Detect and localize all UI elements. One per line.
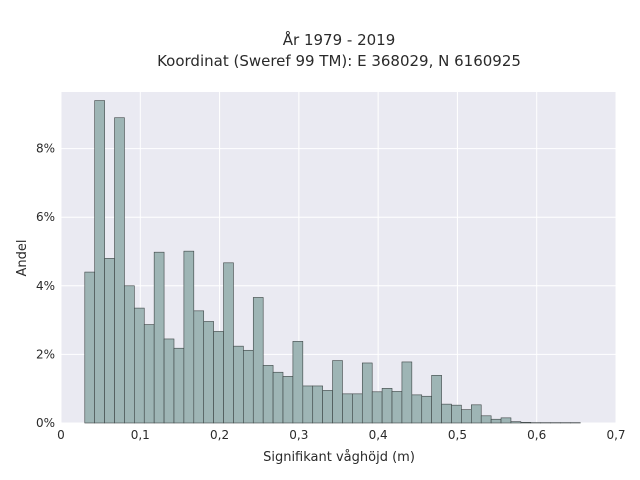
histogram-bar	[134, 307, 145, 424]
histogram-bar	[124, 285, 135, 424]
histogram-bar	[391, 391, 403, 424]
histogram-bar	[371, 391, 383, 424]
y-tick-label: 2%	[36, 347, 55, 361]
histogram-bar	[94, 100, 105, 424]
histogram-bar	[84, 271, 95, 424]
histogram-bar	[272, 371, 284, 424]
histogram-bar	[114, 117, 125, 424]
histogram-bar	[480, 415, 492, 424]
histogram-bar	[252, 297, 264, 424]
x-tick-label: 0,3	[289, 428, 308, 442]
histogram-bar	[262, 365, 274, 424]
y-axis-ticks: 0% 2% 4% 6% 8%	[36, 142, 55, 430]
x-tick-label: 0,5	[448, 428, 467, 442]
histogram-bars	[84, 100, 581, 424]
histogram-bar	[411, 394, 423, 424]
y-tick-label: 8%	[36, 142, 55, 156]
histogram-bar	[500, 417, 512, 424]
histogram-bar	[352, 393, 363, 424]
histogram-bar	[243, 349, 254, 424]
histogram-bar	[322, 390, 333, 424]
histogram-bar	[510, 421, 522, 424]
histogram-bar	[401, 361, 413, 424]
histogram-bar	[471, 404, 482, 424]
histogram-bar	[381, 388, 393, 424]
histogram-bar	[153, 251, 165, 424]
chart-subtitle: Koordinat (Sweref 99 TM): E 368029, N 61…	[157, 52, 521, 70]
y-tick-label: 4%	[36, 279, 55, 293]
histogram-bar	[520, 422, 532, 424]
histogram-bar	[203, 321, 214, 424]
histogram-bar	[213, 331, 224, 424]
x-axis-ticks: 0 0,1 0,2 0,3 0,4 0,5 0,6 0,7	[57, 428, 625, 442]
y-tick-label: 0%	[36, 416, 55, 430]
x-tick-label: 0,6	[527, 428, 546, 442]
histogram-bar	[490, 418, 502, 424]
chart-title: År 1979 - 2019	[283, 30, 396, 49]
x-axis-label: Signifikant våghöjd (m)	[263, 450, 415, 465]
histogram-bar	[282, 376, 294, 424]
histogram-bar	[461, 409, 472, 424]
histogram-bar	[421, 395, 432, 424]
histogram-bar	[332, 360, 343, 424]
histogram-bar	[342, 393, 353, 424]
x-tick-label: 0,1	[131, 428, 150, 442]
histogram-bar	[104, 258, 115, 424]
histogram-bar	[312, 385, 323, 424]
histogram-bar	[292, 341, 304, 424]
histogram-bar	[451, 404, 462, 424]
x-tick-label: 0,7	[606, 428, 625, 442]
histogram-bar	[361, 362, 373, 424]
histogram-bar	[302, 385, 314, 424]
histogram-bar	[173, 347, 185, 424]
histogram-bar	[431, 375, 442, 424]
histogram-bar	[223, 262, 234, 424]
y-tick-label: 6%	[36, 210, 55, 224]
x-tick-label: 0,2	[210, 428, 229, 442]
histogram-bar	[163, 338, 175, 424]
histogram-bar	[193, 310, 205, 424]
x-tick-label: 0,4	[369, 428, 388, 442]
histogram-bar	[183, 250, 195, 424]
y-axis-label: Andel	[15, 240, 30, 277]
x-tick-label: 0	[57, 428, 65, 442]
histogram-bar	[441, 403, 452, 424]
histogram-bar	[233, 345, 244, 424]
histogram-bar	[143, 324, 155, 424]
